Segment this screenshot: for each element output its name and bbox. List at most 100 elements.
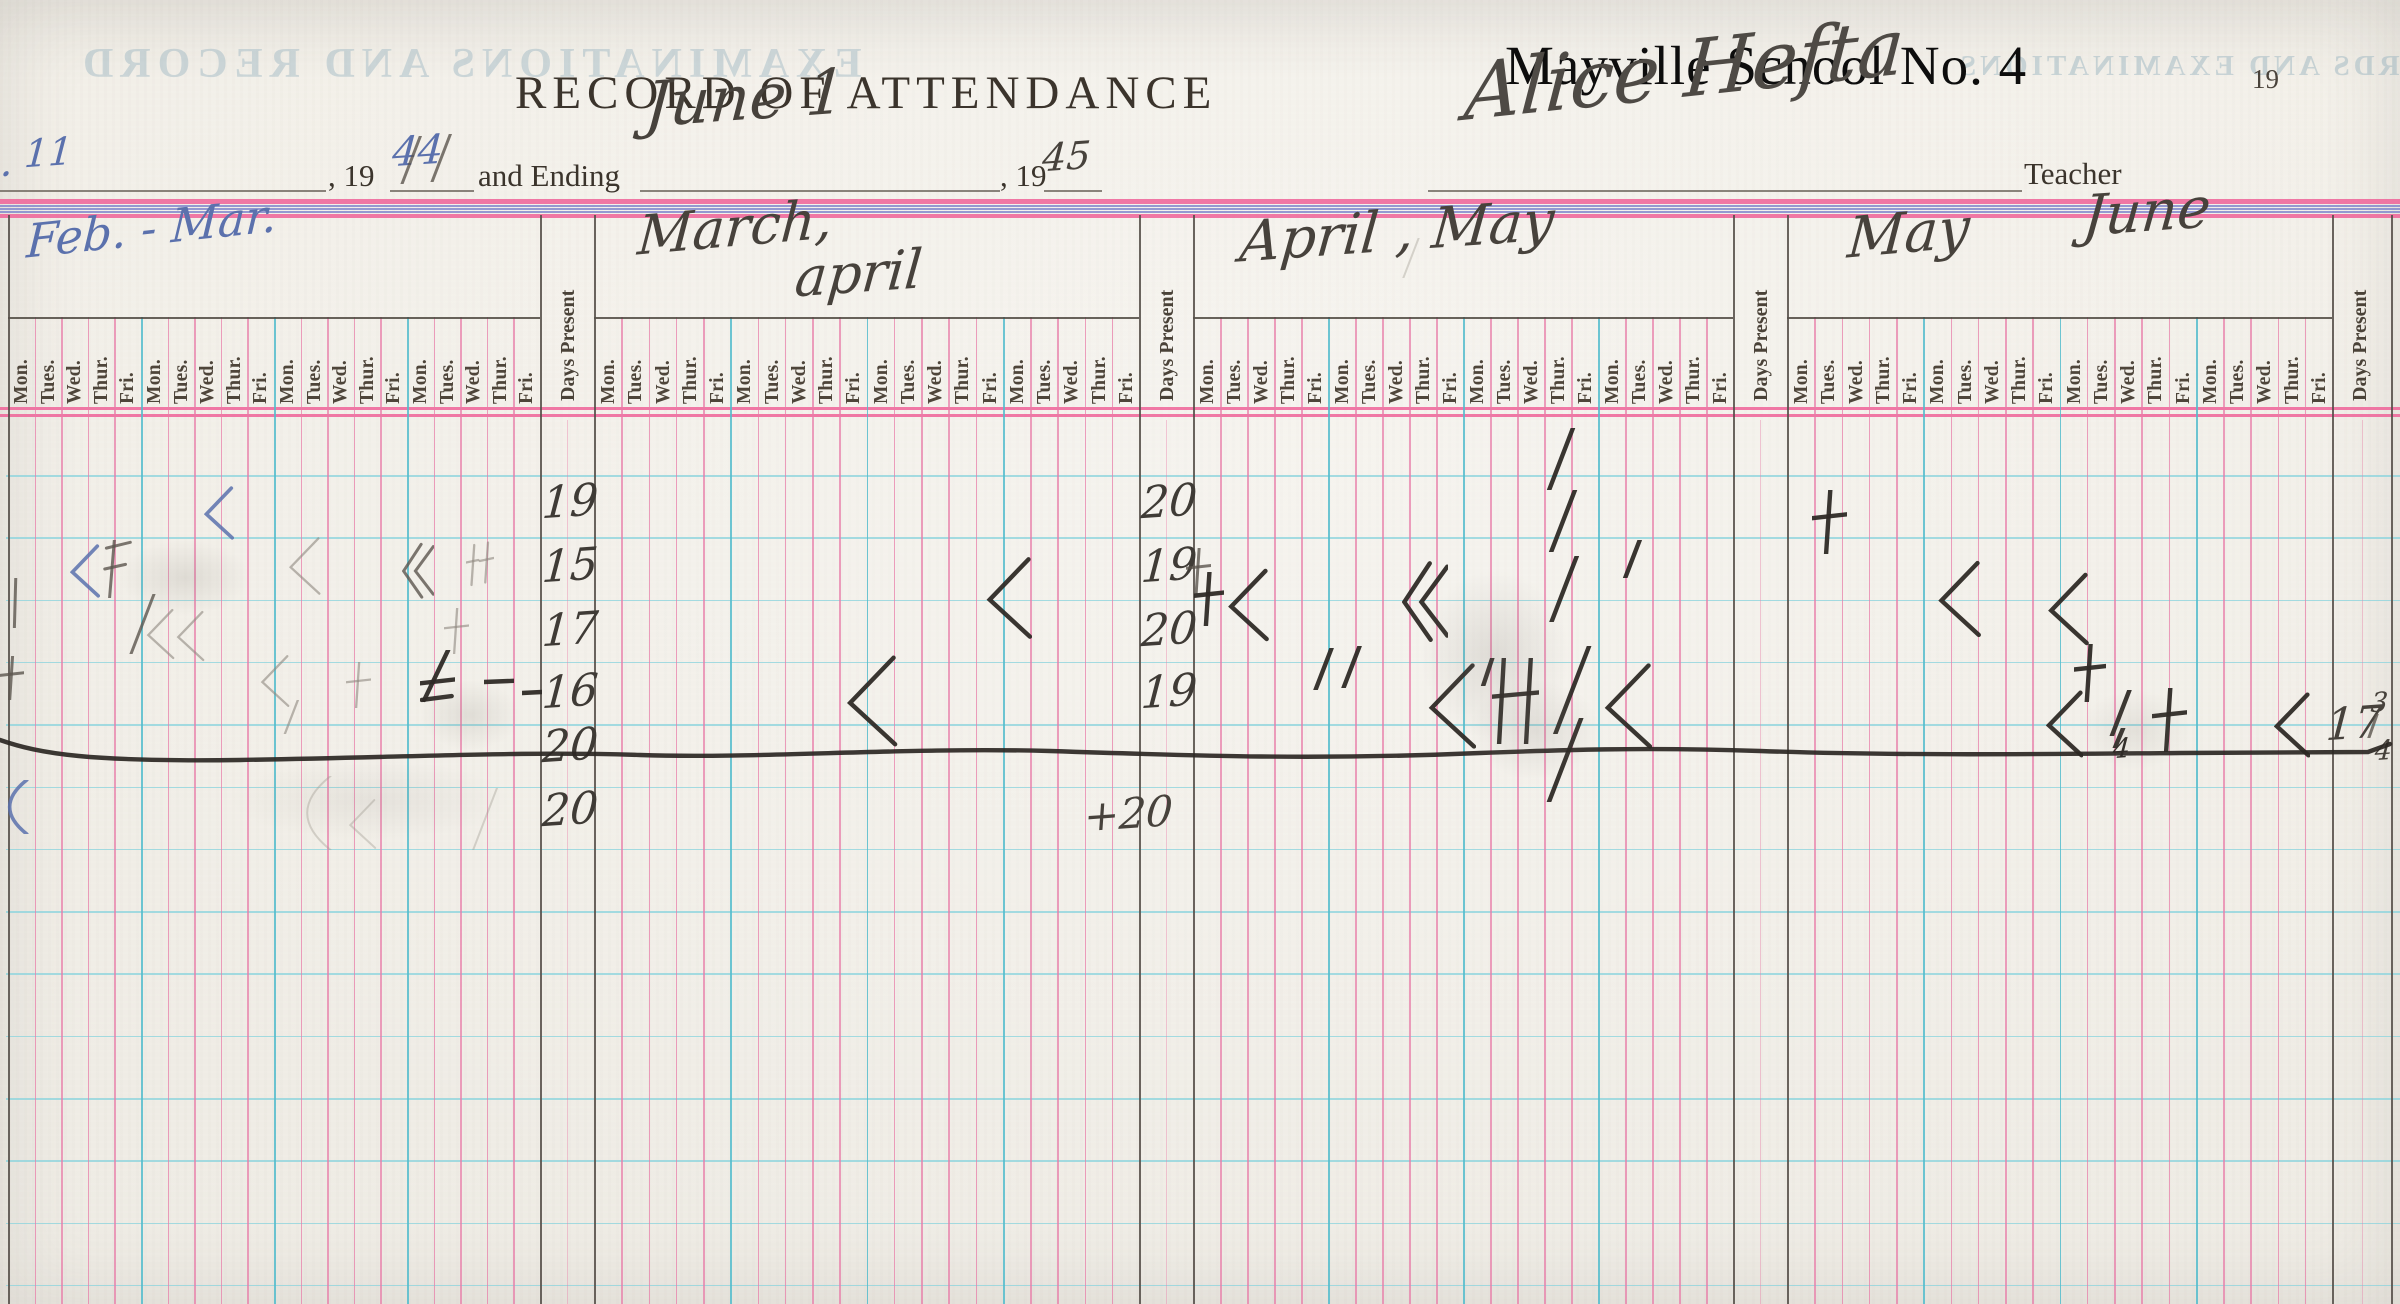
ruled-line-vertical xyxy=(703,317,705,1304)
day-label: Thur. xyxy=(2009,356,2030,404)
ruled-line-vertical xyxy=(407,317,409,1304)
day-label: Tues. xyxy=(625,359,647,404)
month-underline-rule xyxy=(594,317,1139,319)
ruled-line-vertical xyxy=(1977,317,1980,1304)
handwritten-annotation: 45 xyxy=(1040,132,1093,181)
day-label: Tues. xyxy=(761,359,783,404)
day-label: Tues. xyxy=(436,359,458,404)
attendance-mark-plus xyxy=(346,662,372,708)
ruled-line-vertical xyxy=(87,317,90,1304)
ruled-line-horizontal xyxy=(6,1160,2400,1162)
day-label: Mon. xyxy=(144,358,165,404)
page-title: RECORD OF ATTENDANCE xyxy=(515,67,1218,119)
attendance-mark-plus xyxy=(1194,572,1224,626)
column-border-dark xyxy=(594,215,597,1304)
days-present-label: Days Present xyxy=(1156,289,1178,401)
day-label: Thur. xyxy=(2281,356,2303,404)
day-label: Fri. xyxy=(2172,371,2194,404)
ruled-line-vertical xyxy=(220,317,223,1304)
header-band-rule xyxy=(0,407,2400,411)
handwritten-annotation: . xyxy=(0,139,15,187)
ruled-line-vertical xyxy=(1571,317,1573,1304)
ruled-line-vertical xyxy=(380,317,382,1304)
day-label: Thur. xyxy=(1872,356,1894,404)
ruled-line-vertical xyxy=(1868,317,1871,1304)
ruled-line-vertical xyxy=(893,317,896,1304)
day-label: Wed. xyxy=(1521,360,1542,404)
days-present-label: Days Present xyxy=(1750,289,1772,401)
day-label: Fri. xyxy=(383,371,405,404)
attendance-mark-slash xyxy=(472,788,498,850)
attendance-mark-plus xyxy=(2074,644,2106,702)
attendance-mark-slash xyxy=(1341,646,1362,688)
ruled-line-vertical xyxy=(975,317,978,1304)
ruled-line-vertical xyxy=(2168,317,2171,1304)
attendance-mark-plus xyxy=(1186,548,1212,594)
ruled-line-vertical xyxy=(1950,317,1953,1304)
handwritten-annotation: +20 xyxy=(1082,785,1175,842)
ruled-line-vertical xyxy=(1463,317,1465,1304)
attendance-mark-slash xyxy=(1549,556,1580,622)
attendance-mark-slash xyxy=(1548,490,1578,552)
ruled-line-horizontal xyxy=(6,786,2400,788)
day-label: Tues. xyxy=(1954,359,1976,404)
day-label: Tues. xyxy=(1629,359,1650,404)
attendance-mark-paren xyxy=(8,780,29,834)
day-label: Mon. xyxy=(1791,358,1812,404)
ruled-line-vertical xyxy=(1166,420,1168,1304)
days-present-value: 20 xyxy=(1139,602,1199,658)
day-label: Tues. xyxy=(2090,359,2112,404)
day-label: Fri. xyxy=(516,371,538,404)
ruled-line-vertical xyxy=(460,317,462,1304)
attendance-mark-check xyxy=(146,608,175,660)
attendance-mark-aitch xyxy=(1492,658,1540,744)
day-label: Fri. xyxy=(2308,371,2330,404)
attendance-mark-check xyxy=(260,655,290,707)
day-label: Wed. xyxy=(1061,360,1083,404)
attendance-mark-slash xyxy=(283,700,300,734)
day-label: Fri. xyxy=(117,371,139,404)
ruled-line-vertical xyxy=(433,317,436,1304)
ruled-line-vertical xyxy=(1220,317,1222,1304)
day-label: Wed. xyxy=(925,360,946,404)
attendance-mark-check xyxy=(288,537,321,595)
column-border-dark xyxy=(2391,215,2394,1304)
attendance-mark-check xyxy=(1228,568,1269,642)
day-label: Fri. xyxy=(979,371,1001,404)
ruled-line-horizontal xyxy=(6,661,2400,664)
ruled-line-vertical xyxy=(1923,317,1926,1304)
attendance-mark-slash xyxy=(129,594,156,654)
attendance-mark-check xyxy=(2048,572,2089,646)
ruled-line-vertical xyxy=(1057,317,1059,1304)
month-underline-rule xyxy=(8,317,540,319)
ruled-line-vertical xyxy=(812,317,814,1304)
days-present-value: 20 xyxy=(540,782,600,838)
day-label: Mon. xyxy=(598,358,619,404)
day-label: Fri. xyxy=(1305,371,1326,404)
header-band-rule xyxy=(0,199,2400,204)
ruled-line-horizontal xyxy=(6,537,2400,539)
ruled-line-vertical xyxy=(2361,420,2363,1304)
ruled-line-vertical xyxy=(1084,317,1087,1304)
day-label: Thur. xyxy=(1088,356,1110,404)
attendance-mark-plus xyxy=(0,656,25,700)
day-label: Thur. xyxy=(90,356,112,404)
day-label: Mon. xyxy=(2063,358,2085,404)
ruled-line-horizontal xyxy=(6,599,2400,602)
attendance-mark-paren xyxy=(306,776,332,850)
day-label: Wed. xyxy=(197,360,219,404)
day-label: Fri. xyxy=(250,371,272,404)
ruled-line-vertical xyxy=(839,317,841,1304)
year-prefix-begin: , 19 xyxy=(328,158,375,193)
column-border-dark xyxy=(8,215,11,1304)
ruled-line-vertical xyxy=(2195,317,2198,1304)
ruled-line-horizontal xyxy=(6,848,2400,851)
month-underline-rule xyxy=(1193,317,1733,319)
attendance-mark-slash xyxy=(1553,646,1592,734)
ruled-line-vertical xyxy=(2032,317,2034,1304)
ruled-line-vertical xyxy=(1517,317,1519,1304)
day-label: Fri. xyxy=(707,371,728,404)
day-label: Fri. xyxy=(1115,371,1137,404)
heavy-pencil-line xyxy=(0,737,2393,763)
ruled-line-vertical xyxy=(2141,317,2143,1304)
